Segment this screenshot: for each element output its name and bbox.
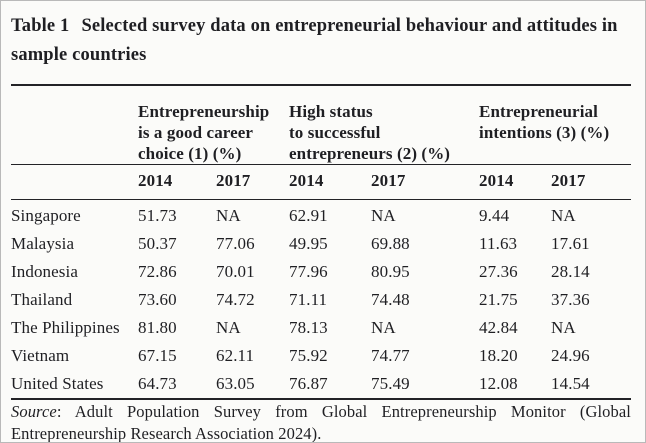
value-cell: 81.80 xyxy=(138,318,177,337)
value-cell: 42.84 xyxy=(479,318,518,337)
value-cell: 74.77 xyxy=(371,346,410,365)
column-group-label: High status to successful entrepreneurs (2… xyxy=(289,102,451,163)
value-cell: 77.06 xyxy=(216,234,255,253)
table-body: Singapore 51.73 NA 62.91 NA 9.44 NA Malaysia 50.… xyxy=(11,200,632,400)
value-cell: 78.13 xyxy=(289,318,328,337)
year-header: 2017 xyxy=(551,164,632,200)
table-row: Singapore 51.73 NA 62.91 NA 9.44 NA xyxy=(11,200,631,231)
value-cell: NA xyxy=(371,206,396,225)
year-header: 2017 xyxy=(371,164,480,200)
table-row: United States 64.73 63.05 76.87 75.49 12.08 14… xyxy=(11,370,632,400)
value-cell: 17.61 xyxy=(551,234,590,253)
country-cell: Vietnam xyxy=(11,346,70,365)
country-cell: Thailand xyxy=(11,290,73,309)
column-group-career-choice: Entrepreneurship is a good career choice (… xyxy=(138,85,290,165)
table-row: Malaysia 50.37 77.06 49.95 69.88 11.63 17.61 xyxy=(11,230,631,258)
column-group-label: Entrepreneurial intentions (3) (%) xyxy=(479,102,610,142)
column-group-high-status: High status to successful entrepreneurs (2… xyxy=(289,85,480,165)
value-cell: 75.49 xyxy=(371,370,480,400)
value-cell: 18.20 xyxy=(479,346,518,365)
corner-cell xyxy=(11,85,138,165)
country-cell: Singapore xyxy=(11,206,81,225)
table-title-text: Selected survey data on entrepreneurial … xyxy=(81,16,618,36)
value-cell: 75.92 xyxy=(289,346,328,365)
source-note-line2: Entrepreneurship Research Association 20… xyxy=(11,423,322,443)
column-group-label: Entrepreneurship is a good career choice (… xyxy=(138,102,270,163)
value-cell: 11.63 xyxy=(479,234,518,253)
year-header: 2014 xyxy=(289,164,372,200)
value-cell: 9.44 xyxy=(479,206,510,225)
value-cell: 28.14 xyxy=(551,262,590,281)
source-note: Source: Adult Population Survey from Glo… xyxy=(11,401,631,443)
value-cell: NA xyxy=(371,318,396,337)
value-cell: 69.88 xyxy=(371,234,410,253)
value-cell: 49.95 xyxy=(289,234,328,253)
source-note-line1: Source: Adult Population Survey from Glo… xyxy=(11,401,631,423)
value-cell: 51.73 xyxy=(138,206,177,225)
value-cell: 72.86 xyxy=(138,262,177,281)
table-title-line1: Table 1 Selected survey data on entrepren… xyxy=(11,12,639,41)
value-cell: NA xyxy=(551,206,576,225)
table-title-line2: sample countries xyxy=(11,45,147,65)
value-cell: 77.96 xyxy=(289,262,328,281)
year-header: 2014 xyxy=(479,164,552,200)
value-cell: 64.73 xyxy=(138,370,216,400)
value-cell: NA xyxy=(216,318,241,337)
value-cell: 73.60 xyxy=(138,290,177,309)
table-title: Table 1 Selected survey data on entrepren… xyxy=(11,12,639,70)
year-header: 2014 xyxy=(138,164,216,200)
value-cell: 37.36 xyxy=(551,290,590,309)
value-cell: 27.36 xyxy=(479,262,518,281)
value-cell: 14.54 xyxy=(551,370,632,400)
value-cell: 76.87 xyxy=(289,370,372,400)
source-label: Source xyxy=(11,402,57,421)
table-row: The Philippines 81.80 NA 78.13 NA 42.84 NA xyxy=(11,314,631,342)
value-cell: 21.75 xyxy=(479,290,518,309)
country-cell: The Philippines xyxy=(11,318,120,337)
corner-cell xyxy=(11,164,138,200)
table-row: Indonesia 72.86 70.01 77.96 80.95 27.36 28.14 xyxy=(11,258,631,286)
year-header-row: 2014 2017 2014 2017 2014 2017 xyxy=(11,164,632,200)
value-cell: 80.95 xyxy=(371,262,410,281)
value-cell: 24.96 xyxy=(551,346,590,365)
table-number: Table 1 xyxy=(11,16,70,36)
source-text: : Adult Population Survey from Global En… xyxy=(56,402,631,421)
value-cell: NA xyxy=(551,318,576,337)
country-cell: United States xyxy=(11,370,138,400)
table-row: Thailand 73.60 74.72 71.11 74.48 21.75 37.36 xyxy=(11,286,631,314)
value-cell: 74.72 xyxy=(216,290,255,309)
value-cell: 67.15 xyxy=(138,346,177,365)
value-cell: 63.05 xyxy=(216,370,290,400)
value-cell: 12.08 xyxy=(479,370,552,400)
column-group-intentions: Entrepreneurial intentions (3) (%) xyxy=(479,85,632,165)
value-cell: 62.11 xyxy=(216,346,255,365)
column-group-header-row: Entrepreneurship is a good career choice (… xyxy=(11,85,632,165)
year-header: 2017 xyxy=(216,164,290,200)
value-cell: 74.48 xyxy=(371,290,410,309)
country-cell: Malaysia xyxy=(11,234,75,253)
value-cell: 71.11 xyxy=(289,290,328,309)
value-cell: NA xyxy=(216,206,241,225)
survey-data-table: Entrepreneurship is a good career choice (… xyxy=(11,84,632,400)
value-cell: 62.91 xyxy=(289,206,328,225)
country-cell: Indonesia xyxy=(11,262,78,281)
value-cell: 70.01 xyxy=(216,262,255,281)
value-cell: 50.37 xyxy=(138,234,177,253)
table-row: Vietnam 67.15 62.11 75.92 74.77 18.20 24.96 xyxy=(11,342,631,370)
